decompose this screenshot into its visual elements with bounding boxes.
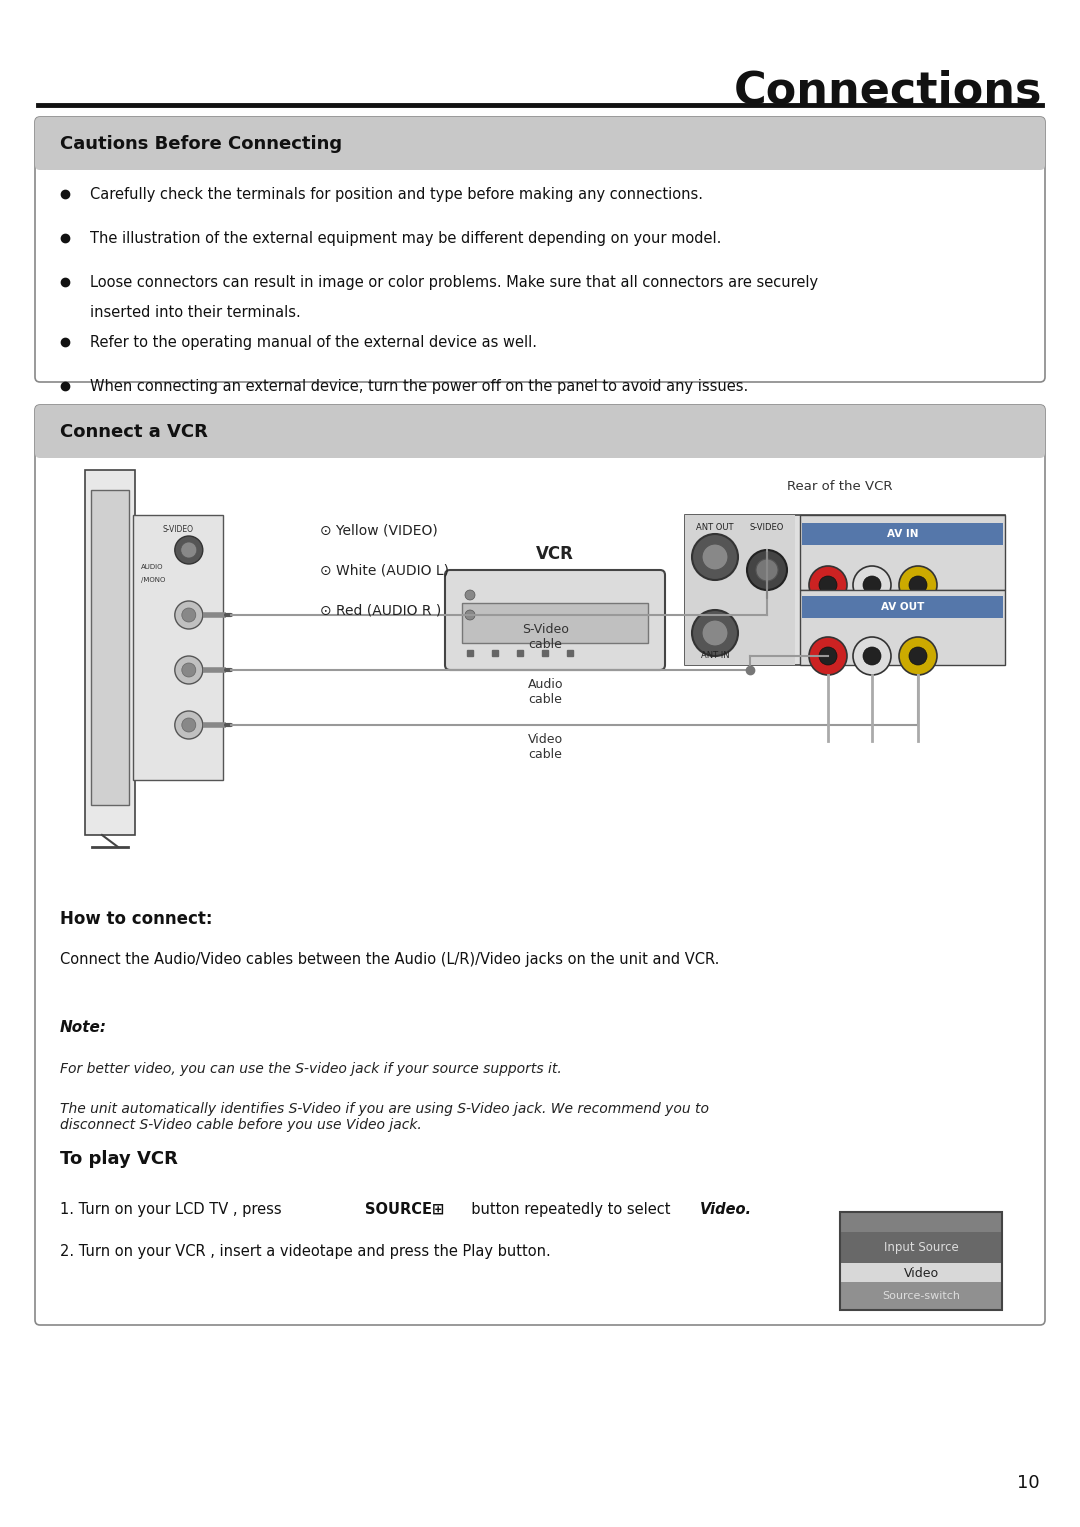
Bar — [840, 1232, 1002, 1264]
Bar — [840, 1212, 1002, 1310]
Circle shape — [175, 712, 203, 739]
Bar — [840, 1283, 1002, 1310]
FancyBboxPatch shape — [35, 405, 1045, 1325]
Text: /MONO: /MONO — [141, 577, 165, 583]
Circle shape — [465, 609, 475, 620]
Circle shape — [899, 567, 937, 605]
Bar — [91, 490, 129, 805]
Text: Connections: Connections — [733, 70, 1042, 113]
Text: Note:: Note: — [60, 1020, 107, 1035]
Bar — [800, 515, 1005, 589]
Text: Cautions Before Connecting: Cautions Before Connecting — [60, 134, 342, 153]
Circle shape — [181, 608, 195, 621]
Bar — [462, 603, 648, 643]
Text: ⊙ White (AUDIO L): ⊙ White (AUDIO L) — [320, 563, 449, 577]
Text: Input Source: Input Source — [883, 1241, 958, 1255]
Text: The illustration of the external equipment may be different depending on your mo: The illustration of the external equipme… — [90, 231, 721, 246]
Text: Video: Video — [904, 1267, 939, 1280]
Circle shape — [747, 550, 787, 589]
Bar — [800, 589, 1005, 664]
Circle shape — [175, 657, 203, 684]
Bar — [802, 596, 1003, 618]
Circle shape — [756, 559, 778, 580]
Text: 1. Turn on your LCD TV , press: 1. Turn on your LCD TV , press — [60, 1202, 286, 1217]
Text: 2. Turn on your VCR , insert a videotape and press the Play button.: 2. Turn on your VCR , insert a videotape… — [60, 1245, 551, 1258]
Bar — [685, 515, 795, 664]
Text: S-VIDEO: S-VIDEO — [162, 525, 193, 534]
Circle shape — [853, 637, 891, 675]
Text: How to connect:: How to connect: — [60, 910, 213, 928]
Bar — [840, 1263, 1002, 1284]
Circle shape — [692, 609, 738, 657]
Text: ANT OUT: ANT OUT — [697, 524, 733, 531]
Circle shape — [175, 602, 203, 629]
Circle shape — [819, 647, 837, 664]
Text: To play VCR: To play VCR — [60, 1150, 178, 1168]
Bar — [685, 515, 1005, 664]
Text: 10: 10 — [1017, 1474, 1040, 1492]
Text: ANT IN: ANT IN — [701, 651, 729, 660]
Circle shape — [181, 663, 195, 676]
Text: ⊙ Red (AUDIO R ): ⊙ Red (AUDIO R ) — [320, 603, 442, 617]
Text: For better video, you can use the S-video jack if your source supports it.: For better video, you can use the S-vide… — [60, 1061, 562, 1077]
Text: button repeatedly to select: button repeatedly to select — [462, 1202, 675, 1217]
Circle shape — [175, 536, 203, 563]
Text: Rear of the VCR: Rear of the VCR — [787, 479, 893, 493]
Circle shape — [909, 576, 927, 594]
FancyBboxPatch shape — [35, 118, 1045, 169]
FancyBboxPatch shape — [35, 118, 1045, 382]
Circle shape — [809, 567, 847, 605]
Circle shape — [181, 718, 195, 731]
Text: Loose connectors can result in image or color problems. Make sure that all conne: Loose connectors can result in image or … — [90, 275, 819, 290]
Circle shape — [909, 647, 927, 664]
Circle shape — [692, 534, 738, 580]
Text: VCR: VCR — [536, 545, 573, 563]
Bar — [802, 524, 1003, 545]
Text: Connect a VCR: Connect a VCR — [60, 423, 207, 441]
Text: Refer to the operating manual of the external device as well.: Refer to the operating manual of the ext… — [90, 334, 537, 350]
Text: Carefully check the terminals for position and type before making any connection: Carefully check the terminals for positi… — [90, 186, 703, 202]
FancyBboxPatch shape — [445, 570, 665, 670]
Text: AV IN: AV IN — [887, 528, 918, 539]
Text: The unit automatically identifies S-Video if you are using S-Video jack. We reco: The unit automatically identifies S-Vide… — [60, 1102, 708, 1132]
Text: Source-switch: Source-switch — [882, 1290, 960, 1301]
Text: AUDIO: AUDIO — [141, 563, 163, 570]
Circle shape — [702, 544, 728, 570]
Circle shape — [819, 576, 837, 594]
Text: AV OUT: AV OUT — [881, 602, 924, 612]
Text: Audio
cable: Audio cable — [528, 678, 564, 705]
Text: Connect the Audio/Video cables between the Audio (L/R)/Video jacks on the unit a: Connect the Audio/Video cables between t… — [60, 951, 719, 967]
Text: SOURCE⊞: SOURCE⊞ — [365, 1202, 444, 1217]
Text: ⊙ Yellow (VIDEO): ⊙ Yellow (VIDEO) — [320, 524, 437, 538]
Circle shape — [899, 637, 937, 675]
Text: Video.: Video. — [700, 1202, 752, 1217]
Text: inserted into their terminals.: inserted into their terminals. — [90, 305, 300, 321]
Bar — [840, 1212, 1002, 1232]
Circle shape — [702, 620, 728, 646]
Circle shape — [853, 567, 891, 605]
Bar — [85, 470, 135, 835]
Circle shape — [863, 647, 881, 664]
Text: S-VIDEO: S-VIDEO — [750, 524, 784, 531]
Circle shape — [180, 542, 197, 557]
Circle shape — [863, 576, 881, 594]
Text: S-Video
cable: S-Video cable — [522, 623, 569, 651]
FancyBboxPatch shape — [35, 405, 1045, 458]
Circle shape — [465, 589, 475, 600]
Text: Video
cable: Video cable — [528, 733, 563, 760]
Bar — [133, 515, 222, 780]
Text: When connecting an external device, turn the power off on the panel to avoid any: When connecting an external device, turn… — [90, 379, 748, 394]
Circle shape — [809, 637, 847, 675]
